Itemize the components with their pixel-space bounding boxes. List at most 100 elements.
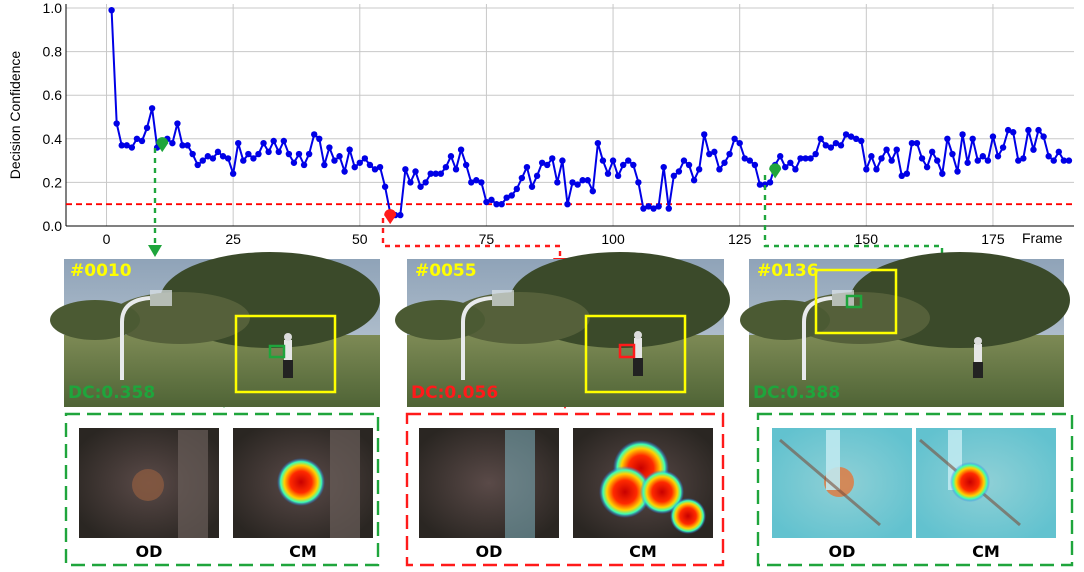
data-point — [371, 166, 379, 173]
od-cm-panel-3: OD CM — [756, 412, 1074, 567]
photo-1-frame-number: #0010 — [70, 261, 132, 281]
data-point — [452, 166, 460, 173]
data-point — [944, 135, 951, 142]
data-point — [245, 150, 252, 158]
data-point — [285, 150, 293, 158]
data-point — [189, 150, 196, 158]
frame-photo-2: #0055 DC:0.056 — [395, 252, 730, 407]
data-point — [807, 155, 814, 162]
frame-photo-3: #0136 DC:0.388 — [740, 252, 1070, 407]
x-axis-label: Frame — [1022, 230, 1063, 246]
panel-3-od-post — [826, 430, 840, 490]
photo-3-person-legs — [973, 362, 983, 378]
data-point — [964, 159, 971, 166]
data-point — [852, 135, 860, 142]
data-point — [351, 163, 358, 171]
data-point — [1030, 146, 1037, 153]
photo-1-trees-c — [50, 300, 140, 340]
photo-2-person-head — [634, 331, 642, 339]
data-point — [604, 170, 612, 177]
data-point — [498, 201, 505, 208]
photo-1-hoop-pole — [120, 296, 151, 380]
photo-2-person — [634, 338, 642, 374]
data-point — [989, 133, 997, 140]
od-cm-panel-2: OD CM — [405, 412, 725, 567]
data-point — [300, 161, 308, 169]
data-point — [908, 139, 916, 147]
data-point — [549, 155, 556, 162]
data-point — [751, 161, 759, 169]
data-point — [508, 192, 515, 199]
data-point — [999, 144, 1007, 151]
data-point — [224, 155, 232, 162]
data-point — [1010, 129, 1017, 136]
data-point — [311, 131, 318, 138]
data-point — [143, 124, 151, 132]
data-point — [229, 170, 237, 177]
data-point — [199, 157, 206, 164]
photo-3-person — [974, 344, 982, 378]
photo-3-backboard — [832, 290, 854, 306]
data-point — [1065, 157, 1073, 164]
data-point — [128, 144, 136, 151]
photo-2-hoop-pole — [461, 296, 493, 380]
data-point — [777, 153, 784, 160]
data-point — [969, 135, 976, 142]
data-point — [483, 198, 490, 206]
data-point — [736, 139, 743, 147]
data-point — [635, 179, 642, 186]
data-point — [295, 150, 303, 158]
data-point — [457, 146, 465, 153]
data-point — [787, 159, 794, 166]
data-point — [417, 183, 424, 190]
photo-2-search-box — [584, 314, 687, 394]
data-point — [402, 166, 409, 173]
data-point — [280, 137, 288, 145]
panel-1-od-caption: OD — [136, 542, 163, 561]
od-cm-panel-1: OD CM — [64, 412, 380, 567]
data-point — [766, 179, 774, 186]
highlight-marker — [769, 163, 782, 179]
data-point — [883, 146, 890, 153]
data-point — [528, 183, 536, 190]
data-point — [341, 168, 348, 175]
panel-2-od-figure — [505, 430, 535, 538]
data-point — [731, 135, 738, 142]
data-point — [614, 172, 622, 180]
data-point — [518, 174, 526, 182]
data-point — [822, 142, 829, 149]
panel-2-cm-heat-d — [670, 498, 706, 534]
data-point — [594, 139, 602, 147]
data-point — [209, 155, 217, 162]
data-point — [265, 148, 272, 156]
data-point — [939, 170, 946, 177]
data-point — [305, 150, 313, 158]
data-point — [260, 139, 267, 147]
data-point — [235, 139, 242, 147]
y-tick-label: 0.4 — [43, 131, 63, 147]
data-point — [407, 179, 414, 186]
data-point — [412, 168, 419, 175]
y-axis-label: Decision Confidence — [7, 51, 23, 180]
data-point — [513, 185, 521, 193]
data-point — [954, 168, 961, 175]
data-point — [169, 139, 176, 147]
data-point — [503, 194, 510, 201]
panel-1-od-arm — [178, 430, 208, 538]
data-point — [1060, 157, 1068, 164]
data-point — [670, 172, 678, 180]
photo-1-dc: DC:0.358 — [68, 383, 155, 403]
data-point — [878, 155, 885, 162]
highlight-markers — [156, 137, 782, 225]
data-point — [756, 181, 764, 188]
data-point — [706, 150, 713, 158]
data-point — [574, 181, 581, 188]
data-point — [316, 135, 323, 142]
data-point — [538, 159, 546, 166]
chart-grid — [66, 4, 1074, 227]
x-tick-label: 25 — [225, 231, 241, 247]
panel-3-od-caption: OD — [829, 542, 856, 561]
series-points — [108, 6, 1073, 219]
photo-2-grass — [407, 335, 724, 407]
data-point — [817, 135, 824, 142]
